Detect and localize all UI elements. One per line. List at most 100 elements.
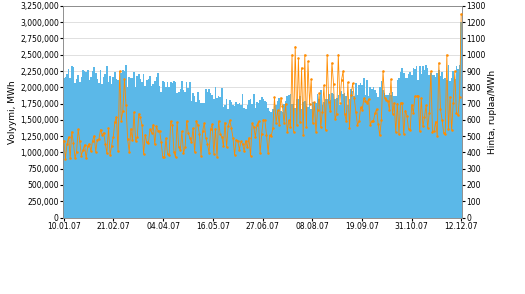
Bar: [219, 97, 221, 218]
Bar: [97, 78, 98, 218]
Bar: [323, 101, 325, 218]
Bar: [184, 92, 186, 218]
Bar: [267, 108, 269, 218]
Bar: [108, 82, 109, 218]
Bar: [350, 89, 352, 218]
Bar: [405, 78, 406, 218]
Bar: [183, 90, 184, 218]
Bar: [230, 102, 232, 218]
Bar: [284, 104, 285, 218]
Bar: [135, 87, 136, 218]
Bar: [87, 70, 89, 218]
Bar: [443, 79, 445, 218]
Bar: [270, 112, 272, 218]
Bar: [278, 98, 280, 218]
Bar: [353, 96, 355, 218]
Bar: [210, 93, 212, 218]
Bar: [250, 99, 251, 218]
Bar: [371, 89, 373, 218]
Bar: [374, 90, 376, 218]
Bar: [256, 102, 258, 218]
Bar: [98, 83, 100, 218]
Bar: [398, 78, 400, 218]
Bar: [430, 73, 432, 218]
Bar: [356, 95, 358, 218]
Bar: [403, 73, 405, 218]
Bar: [453, 71, 454, 218]
Bar: [285, 101, 287, 218]
Bar: [318, 98, 320, 218]
Bar: [416, 66, 417, 218]
Bar: [245, 108, 247, 218]
Bar: [152, 83, 154, 218]
Bar: [119, 82, 120, 218]
Bar: [262, 99, 264, 218]
Bar: [205, 89, 207, 218]
Bar: [382, 90, 384, 218]
Bar: [90, 77, 92, 218]
Bar: [401, 68, 403, 218]
Bar: [259, 100, 261, 218]
Bar: [432, 75, 433, 218]
Bar: [272, 109, 274, 218]
Bar: [186, 82, 187, 218]
Bar: [247, 104, 248, 218]
Bar: [355, 83, 356, 218]
Bar: [439, 76, 441, 218]
Bar: [198, 100, 200, 218]
Bar: [169, 87, 170, 218]
Bar: [192, 93, 194, 218]
Bar: [133, 72, 135, 218]
Bar: [167, 82, 169, 218]
Bar: [298, 99, 299, 218]
Bar: [296, 99, 298, 218]
Bar: [438, 70, 439, 218]
Bar: [122, 71, 124, 218]
Bar: [181, 81, 183, 218]
Bar: [89, 80, 90, 218]
Bar: [269, 111, 270, 218]
Bar: [336, 98, 338, 218]
Bar: [317, 94, 318, 218]
Y-axis label: Hinta, ruplaa/MWh: Hinta, ruplaa/MWh: [488, 70, 497, 154]
Bar: [207, 91, 208, 218]
Bar: [293, 104, 295, 218]
Bar: [446, 80, 448, 218]
Bar: [321, 105, 323, 218]
Bar: [281, 112, 284, 218]
Bar: [312, 102, 313, 218]
Bar: [200, 103, 202, 218]
Bar: [424, 70, 425, 218]
Bar: [204, 103, 205, 218]
Bar: [349, 99, 350, 218]
Bar: [71, 66, 72, 218]
Bar: [406, 78, 408, 218]
Bar: [82, 70, 84, 218]
Bar: [136, 76, 138, 218]
Bar: [106, 66, 108, 218]
Bar: [86, 72, 87, 218]
Bar: [232, 106, 234, 218]
Bar: [130, 78, 132, 218]
Bar: [288, 95, 290, 218]
Bar: [363, 78, 365, 218]
Bar: [395, 96, 396, 218]
Bar: [307, 107, 309, 218]
Bar: [120, 73, 122, 218]
Bar: [387, 95, 388, 218]
Bar: [287, 96, 288, 218]
Bar: [165, 87, 167, 218]
Bar: [347, 105, 349, 218]
Bar: [390, 95, 392, 218]
Bar: [334, 99, 336, 218]
Bar: [164, 82, 165, 218]
Bar: [101, 84, 103, 218]
Bar: [376, 93, 377, 218]
Bar: [227, 109, 229, 218]
Bar: [197, 92, 198, 218]
Bar: [155, 77, 157, 218]
Bar: [392, 92, 393, 218]
Bar: [229, 100, 230, 218]
Bar: [304, 101, 306, 218]
Bar: [77, 75, 79, 218]
